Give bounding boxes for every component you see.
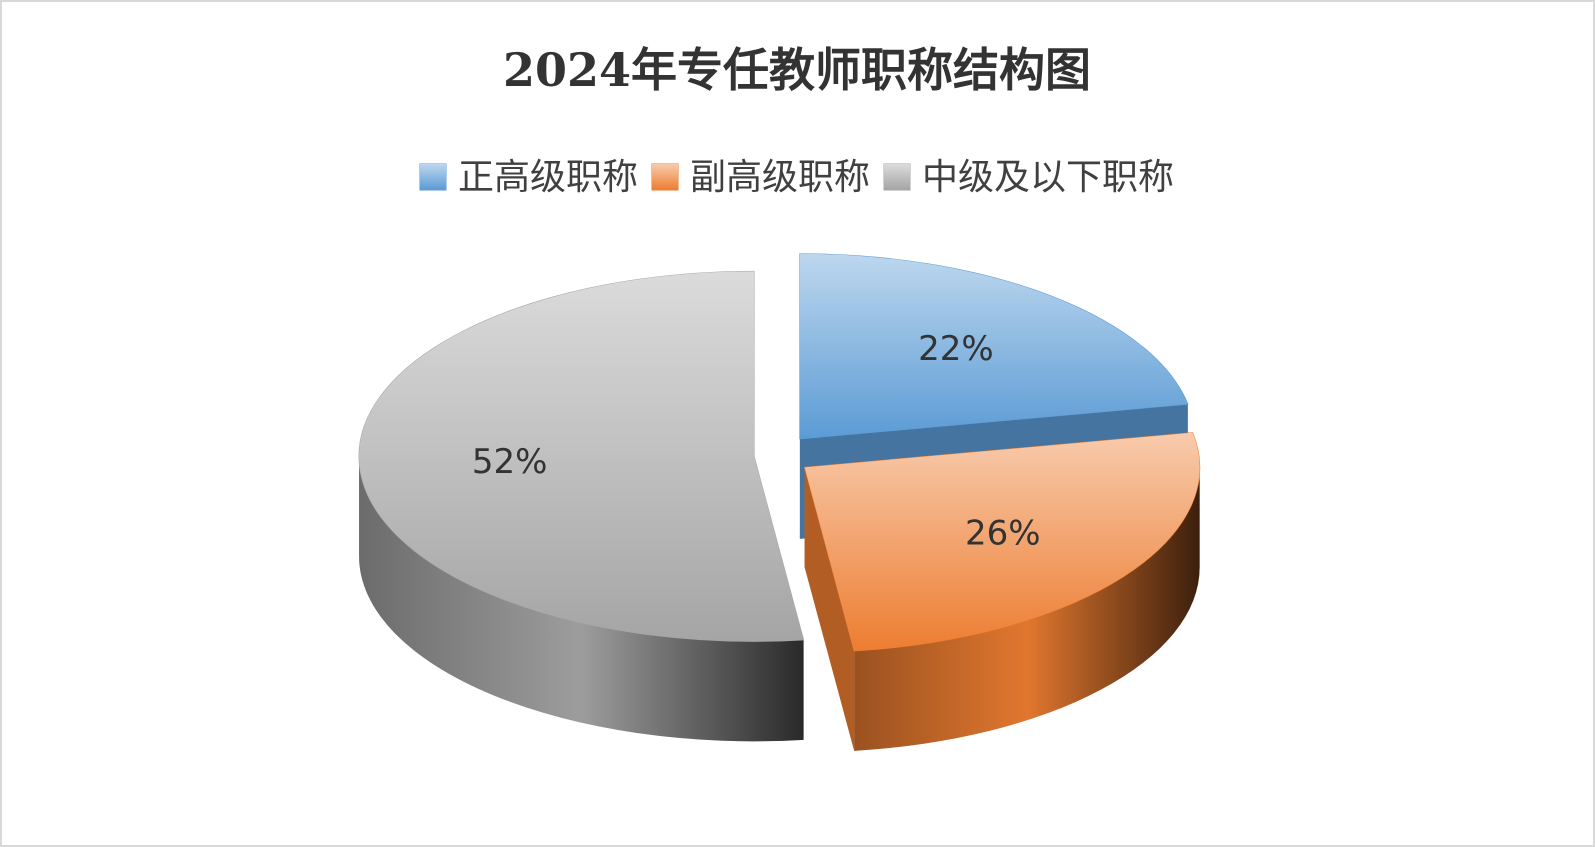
legend-swatch-shine — [419, 164, 446, 190]
legend-item: 副高级职称 — [651, 157, 870, 198]
legend-item: 正高级职称 — [419, 157, 638, 198]
legend-item: 中级及以下职称 — [883, 157, 1174, 198]
slice-side — [804, 467, 855, 751]
legend-label: 正高级职称 — [458, 157, 638, 198]
slice-top-shine — [804, 432, 1200, 651]
slice-side-shade — [804, 467, 855, 751]
slice-top-shine — [359, 271, 804, 642]
slice-rim-shade — [854, 467, 1200, 751]
slice-rim-shade — [359, 456, 804, 742]
value-label: 52% — [472, 442, 548, 482]
legend: 正高级职称 副高级职称 中级及以下职称 — [419, 157, 1174, 198]
value-label: 26% — [965, 513, 1041, 553]
chart-title: 2024年专任教师职称结构图 — [503, 43, 1091, 97]
legend-label: 副高级职称 — [690, 157, 870, 198]
legend-swatch-shine — [651, 164, 678, 190]
legend-label: 中级及以下职称 — [922, 157, 1174, 198]
legend-swatch-shine — [884, 164, 911, 190]
pie: 22% 26% 52% — [358, 253, 1201, 751]
slice-top-shine — [799, 253, 1188, 439]
value-label: 22% — [918, 329, 994, 369]
